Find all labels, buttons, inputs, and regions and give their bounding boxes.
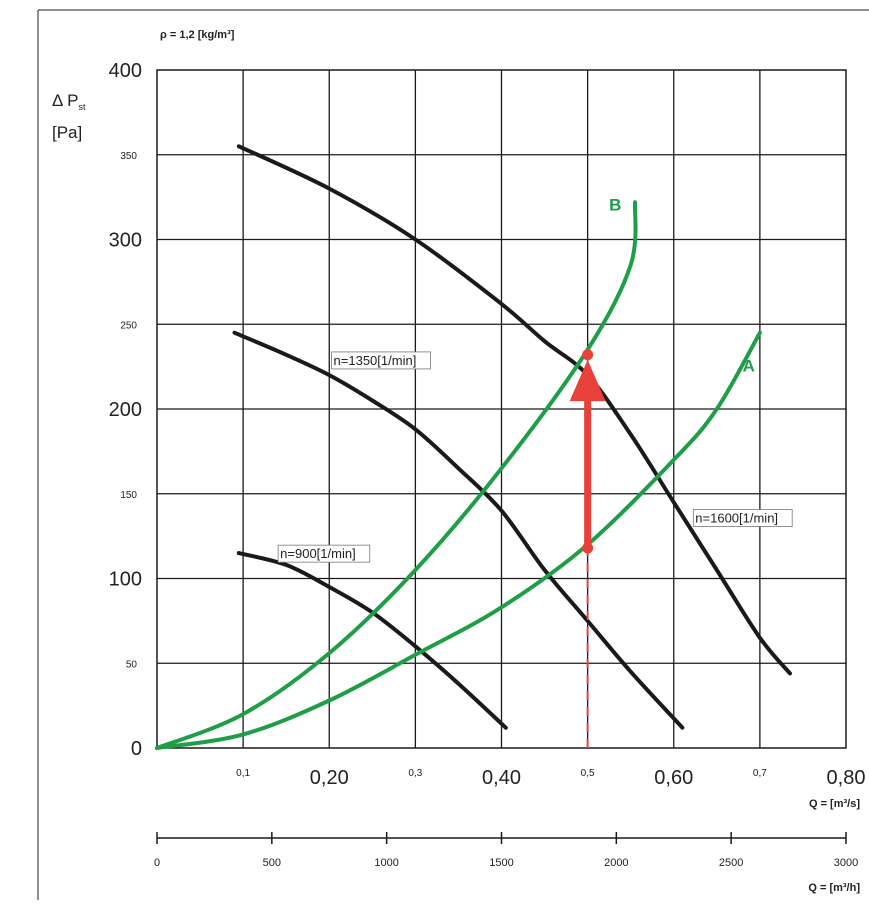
y-axis-ticks: 0 100 200 300 400 50 150 250 350 [109, 60, 142, 760]
operating-point [582, 542, 594, 554]
x-tick-label: 0,80 [827, 767, 866, 789]
x-tick-label-minor: 0,5 [581, 768, 595, 779]
fan-curve-label-box [331, 351, 431, 370]
y-axis-label-line1: Δ Pst [52, 91, 86, 112]
grid [156, 69, 847, 749]
fan-curve-label: n=1350[1/min] [334, 353, 417, 368]
x-axis-ticks: 0,20 0,40 0,60 0,80 0,1 0,3 0,5 0,7 [236, 767, 865, 789]
flow-m3h-axis: 0 500 1000 1500 2000 2500 3000 [154, 832, 858, 869]
system-curve-a [155, 330, 762, 750]
secondary-tick-label: 2500 [719, 857, 743, 869]
secondary-tick-label: 1000 [374, 857, 398, 869]
secondary-tick-label: 3000 [834, 857, 858, 869]
y-tick-label-minor: 150 [120, 490, 137, 501]
fan-curves: n=900[1/min] n=1350[1/min] n=1600[1/min] [232, 144, 793, 730]
x-tick-label-minor: 0,3 [408, 768, 422, 779]
arrow-head [569, 359, 606, 402]
fan-curve-label: n=1600[1/min] [695, 511, 778, 526]
y-tick-label: 200 [109, 399, 142, 421]
fan-curve-900 [236, 551, 508, 730]
x-axis-label: Q = [m³/s] [809, 798, 860, 810]
fan-curve-label-box [692, 509, 793, 527]
system-curve-label: A [743, 357, 755, 376]
y-axis-label-line2: [Pa] [52, 123, 82, 142]
y-tick-label: 300 [109, 230, 142, 252]
operating-point [582, 349, 594, 361]
fan-curve-1350 [232, 330, 685, 730]
x-tick-label: 0,20 [310, 767, 349, 789]
x-tick-label: 0,60 [654, 767, 693, 789]
secondary-tick-label: 0 [154, 857, 160, 869]
x-tick-label-minor: 0,7 [753, 768, 767, 779]
secondary-tick-label: 1500 [489, 857, 513, 869]
y-tick-label: 100 [109, 569, 142, 591]
density-label: ρ = 1,2 [kg/m³] [160, 29, 235, 41]
system-curve-label: B [609, 196, 621, 215]
y-tick-label-minor: 350 [120, 151, 137, 162]
secondary-tick-label: 2000 [604, 857, 628, 869]
system-curves: BA [155, 196, 762, 750]
secondary-tick-label: 500 [263, 857, 281, 869]
y-tick-label-minor: 250 [120, 320, 137, 331]
fan-curve-1600 [236, 144, 792, 676]
y-tick-label-minor: 50 [126, 659, 138, 670]
y-tick-label: 0 [131, 738, 142, 760]
x-axis-label-secondary: Q = [m³/h] [808, 882, 860, 894]
y-tick-label: 400 [109, 60, 142, 82]
fan-curve-label-box [277, 544, 371, 563]
x-tick-label: 0,40 [482, 767, 521, 789]
system-curve-b [155, 200, 638, 750]
operating-markers [569, 349, 606, 748]
fan-curve-label: n=900[1/min] [280, 546, 356, 561]
x-tick-label-minor: 0,1 [236, 768, 250, 779]
